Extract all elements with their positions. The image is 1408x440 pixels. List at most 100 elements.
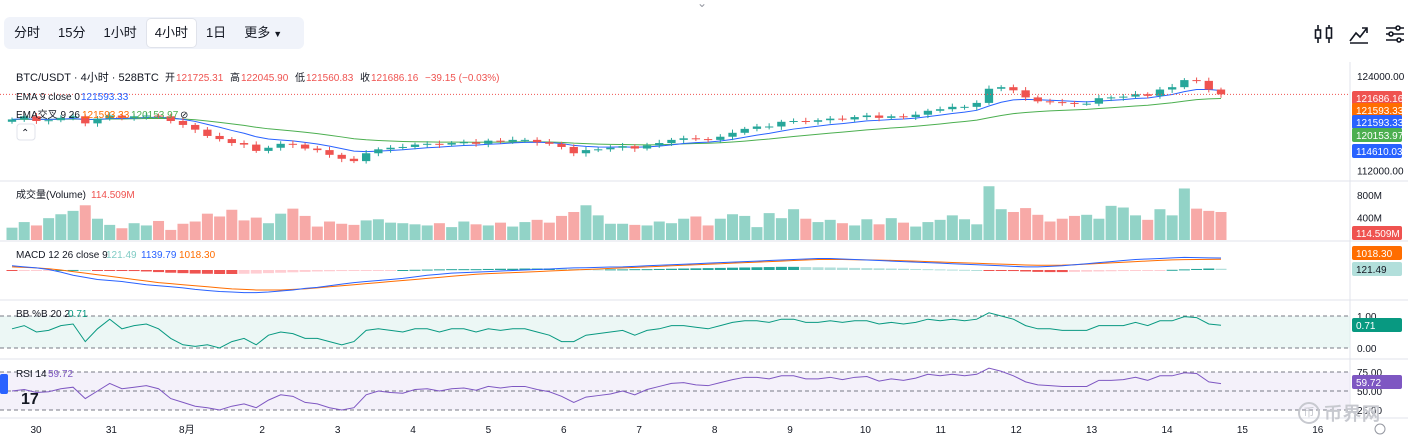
macd-hist-bar: [1056, 270, 1068, 273]
candle: [1143, 94, 1152, 96]
macd-signal-badge: 1018.30: [1356, 249, 1393, 260]
candle: [1082, 103, 1091, 105]
candle: [764, 126, 774, 128]
bb-legend-label: BB %B 20 2: [16, 309, 70, 320]
volume-bar: [1215, 212, 1227, 240]
macd-hist-bar: [494, 268, 506, 270]
x-tick: 30: [30, 425, 42, 436]
rsi-legend-value: 59.72: [48, 369, 73, 380]
volume-bar: [1154, 209, 1166, 240]
candle: [923, 110, 933, 115]
candle: [264, 147, 273, 151]
volume-bar: [348, 224, 360, 240]
volume-bar: [751, 227, 763, 240]
macd-hist-bar: [665, 268, 677, 270]
macd-hist-bar: [1105, 270, 1117, 272]
candle: [899, 116, 908, 118]
volume-bar: [177, 223, 189, 240]
volume-bar: [421, 225, 433, 240]
macd-hist-bar: [67, 269, 79, 271]
candle: [239, 143, 249, 145]
hidden-eye-icon[interactable]: ⊘: [180, 110, 188, 121]
candle: [874, 115, 884, 118]
candle: [1167, 87, 1177, 90]
volume-bar: [1032, 214, 1044, 240]
volume-bar: [959, 219, 971, 240]
axis-settings-icon[interactable]: [1374, 423, 1386, 435]
volume-bar: [6, 227, 18, 240]
candle: [838, 118, 847, 120]
price-badge-bg: [1352, 128, 1402, 142]
volume-bar: [238, 220, 250, 240]
volume-bar: [946, 215, 958, 240]
candle: [813, 120, 823, 122]
macd-hist-bar: [79, 270, 91, 271]
tradingview-logo-icon: 17: [21, 391, 39, 408]
macd-hist-bar: [262, 270, 274, 274]
tab-more[interactable]: 更多 ▼: [236, 19, 290, 47]
candle: [1058, 102, 1067, 104]
candle: [679, 138, 688, 140]
candle: [44, 120, 53, 122]
macd-hist-bar: [641, 269, 653, 271]
candle: [361, 153, 371, 162]
macd-hist-bar: [226, 270, 238, 274]
indicators-icon[interactable]: [1312, 22, 1336, 46]
macd-hist-bar: [617, 269, 629, 271]
ema-legend-value: 121593.33: [81, 92, 129, 103]
price-tick: 112000.00: [1357, 167, 1404, 178]
volume-bar: [678, 218, 690, 240]
volume-bar: [55, 214, 67, 240]
candle: [349, 158, 359, 162]
volume-bar: [116, 228, 128, 240]
volume-bar: [1203, 210, 1215, 240]
chart-type-icon[interactable]: [1347, 22, 1371, 46]
x-tick: 7: [636, 425, 642, 436]
legend-collapse-button[interactable]: [16, 123, 36, 141]
tab-tick[interactable]: 分时: [14, 25, 41, 40]
bb-badge: 0.71: [1356, 321, 1376, 332]
tab-15m[interactable]: 15分: [58, 25, 86, 40]
macd-hist-bar: [983, 270, 995, 271]
price-badge-bg: [1352, 115, 1402, 129]
candle: [1180, 80, 1189, 88]
ohlc-open: 121725.31: [176, 73, 224, 84]
tab-1d[interactable]: 1日: [205, 25, 227, 40]
chevron-up-icon: ⌃: [21, 128, 29, 139]
tab-1h[interactable]: 1小时: [103, 25, 137, 40]
pane-drag-handle[interactable]: [0, 374, 8, 394]
volume-bar: [861, 219, 873, 240]
candle: [215, 135, 224, 140]
candle: [911, 114, 920, 118]
bb-legend-value: 0.71: [68, 309, 88, 320]
macd-hist-bar: [189, 270, 201, 274]
candle: [93, 118, 102, 124]
candle: [984, 88, 994, 103]
macd-hist-bar: [1191, 268, 1203, 270]
rsi-legend-label: RSI 14: [16, 369, 47, 380]
collapse-chevron-icon[interactable]: ⌄: [697, 0, 708, 10]
tab-4h[interactable]: 4小时: [146, 19, 196, 47]
macd-hist-bar: [104, 270, 116, 271]
macd-hist-badge: 121.49: [1356, 265, 1387, 276]
macd-hist-bar: [299, 270, 311, 272]
macd-hist-bar: [1166, 269, 1178, 271]
ema-cross-slow: 120153.97: [131, 110, 179, 121]
macd-hist-bar: [397, 270, 409, 271]
volume-bar: [128, 223, 140, 240]
candle: [178, 121, 188, 125]
macd-hist-bar: [812, 267, 824, 270]
macd-hist-bar: [446, 269, 458, 271]
settings-sliders-icon[interactable]: [1383, 22, 1407, 46]
macd-hist-bar: [1020, 270, 1032, 272]
candle: [581, 150, 591, 154]
ohlc-low-label: 低: [295, 71, 305, 84]
candle: [1131, 94, 1140, 97]
candle: [642, 145, 652, 149]
candle: [496, 140, 505, 142]
bb-tick: 0.00: [1357, 344, 1377, 355]
candle: [166, 116, 175, 121]
volume-bar: [43, 218, 55, 240]
volume-bar: [1093, 218, 1105, 240]
